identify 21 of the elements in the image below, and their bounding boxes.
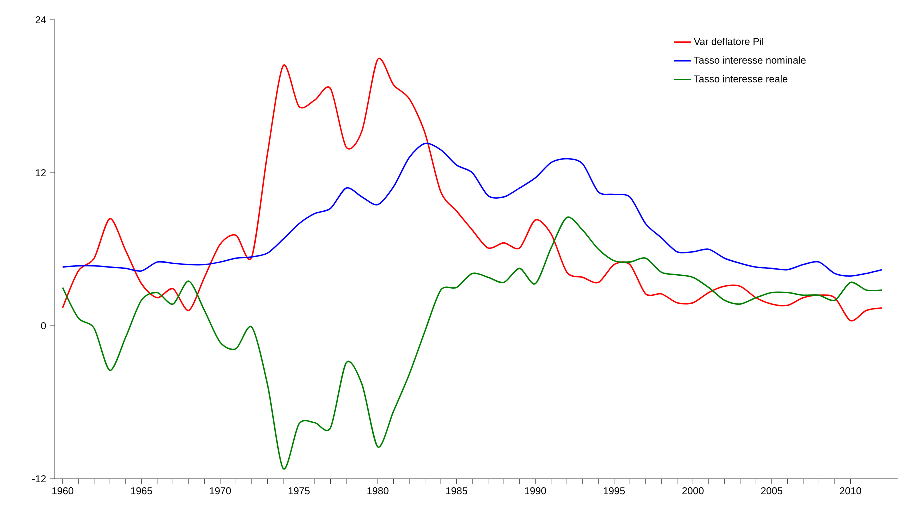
- y-tick-label: 12: [36, 170, 46, 176]
- x-tick-label: 1980: [368, 488, 389, 495]
- x-tick-label: 1965: [131, 488, 152, 495]
- legend-label: Tasso interesse reale: [694, 75, 788, 83]
- x-tick-label: 2010: [840, 488, 862, 495]
- line-series: [62, 216, 883, 470]
- x-tick-label: 1975: [288, 488, 310, 495]
- y-tick-label: -12: [32, 476, 46, 482]
- x-tick-label: 1970: [210, 488, 232, 495]
- x-tick-label: 2000: [682, 488, 704, 495]
- x-tick-label: 1995: [604, 488, 626, 495]
- x-tick-label: 2005: [761, 488, 783, 495]
- x-tick-label: 1960: [52, 488, 74, 495]
- x-tick-label: 1990: [525, 488, 546, 495]
- legend-label: Var deflatore Pil: [694, 38, 764, 46]
- line-series: [62, 142, 883, 277]
- legend-label: Tasso interesse nominale: [694, 56, 806, 64]
- x-tick-label: 1985: [446, 488, 468, 495]
- line-series: [62, 58, 883, 322]
- y-tick-label: 24: [36, 16, 46, 24]
- y-tick-label: 0: [41, 322, 46, 330]
